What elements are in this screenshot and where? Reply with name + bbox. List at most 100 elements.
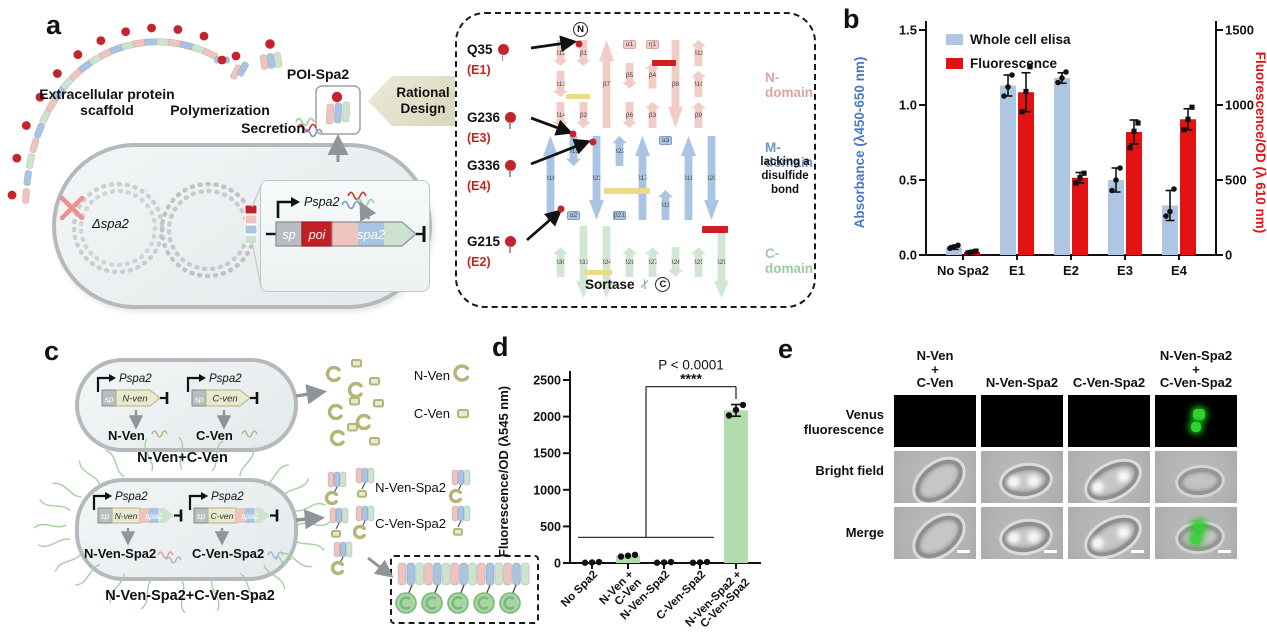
phase-spot bbox=[1029, 477, 1038, 485]
scaffold-fiber bbox=[54, 552, 83, 572]
poi-spa2-label: POI-Spa2 bbox=[286, 66, 350, 82]
poi-dot bbox=[265, 39, 275, 49]
scissors-icon: ✂ bbox=[635, 276, 654, 292]
mutation-site: Q35 bbox=[467, 42, 493, 57]
legend-n-ven: N-Ven bbox=[413, 368, 450, 383]
data-point bbox=[1081, 170, 1087, 176]
strand-column: β18 bbox=[680, 136, 697, 220]
scaffold-segment bbox=[23, 170, 33, 186]
scaffold-segment bbox=[259, 54, 269, 70]
poi-dot bbox=[147, 23, 156, 33]
poi-pin-icon bbox=[505, 160, 517, 177]
strand-column: β31 bbox=[575, 226, 592, 298]
strand-column: β12 β13 β14 bbox=[552, 40, 569, 128]
data-point bbox=[973, 248, 979, 254]
data-point bbox=[1171, 186, 1177, 192]
c-ven-icon bbox=[369, 377, 380, 386]
strand-β10: β10 bbox=[691, 71, 706, 97]
category-label: No Spa2 bbox=[937, 263, 989, 278]
elisa-fluorescence-chart: 0.0 0.5 1.0 1.5 0 500 1000 1500 Absorbance (λ450… bbox=[852, 21, 1267, 278]
y-tick-label: 500 bbox=[540, 520, 561, 534]
category-label: E4 bbox=[1171, 263, 1188, 278]
brightfield-image-1 bbox=[894, 451, 976, 503]
spa2-topology-box: β12 β13 β14 β1 β2 β7 α1 β5 β6 η1 β4 β3 β8 β11 β10 β9 N-d… bbox=[455, 12, 816, 308]
merge-image-4 bbox=[1155, 507, 1237, 559]
strand-β7: β7 bbox=[599, 40, 614, 128]
row-label-1: Venus fluorescence bbox=[803, 407, 884, 437]
scale-bar bbox=[1131, 549, 1144, 553]
cell1-label: N-Ven+C-Ven bbox=[137, 450, 228, 466]
scaffold-segment bbox=[69, 66, 84, 81]
mutation-variant: (E3) bbox=[467, 131, 491, 145]
m-domain-label: M-domain bbox=[765, 140, 814, 170]
c-ven-icon bbox=[331, 530, 341, 538]
data-point bbox=[595, 558, 603, 566]
strand-β2: β2 bbox=[576, 102, 591, 128]
scaffold-fiber bbox=[293, 503, 327, 512]
data-point bbox=[1005, 84, 1011, 90]
y-tick-label: 2500 bbox=[533, 374, 561, 388]
strand-β21: β21 bbox=[613, 211, 626, 220]
strand-β25: β25 bbox=[691, 247, 706, 277]
mutation-site: G236 bbox=[467, 110, 501, 125]
disulfide-bar bbox=[702, 226, 728, 233]
strand-column: β22 β21 bbox=[611, 136, 628, 220]
data-point bbox=[1001, 93, 1007, 99]
n-ven-icon bbox=[325, 365, 341, 383]
elisa-bar bbox=[1054, 78, 1070, 255]
fluorescence-image-4 bbox=[1155, 395, 1237, 447]
panel-e-letter: e bbox=[778, 334, 794, 364]
data-point bbox=[588, 559, 596, 566]
linker-bar bbox=[566, 94, 590, 99]
fluorescence-bar bbox=[1018, 92, 1034, 255]
n-ven-spa2-product-label: N-Ven-Spa2 bbox=[84, 546, 157, 561]
poi-dot bbox=[7, 190, 17, 200]
strand-β8: β8 bbox=[668, 40, 683, 128]
merge-image-1 bbox=[894, 507, 976, 559]
data-point bbox=[1023, 88, 1029, 95]
n-ven-spa2-icon bbox=[330, 541, 353, 576]
column-header-line: + bbox=[931, 361, 939, 377]
scaffold-segment bbox=[341, 101, 351, 123]
y-tick-label: 1000 bbox=[533, 483, 561, 497]
sortase-row: Sortase ✂ C bbox=[585, 276, 671, 292]
data-point bbox=[581, 559, 589, 566]
n-ven-icon bbox=[324, 490, 338, 506]
strand-β26: β26 bbox=[668, 247, 683, 277]
secretion-arrow bbox=[295, 509, 326, 530]
legend-n-ven-spa2: N-Ven-Spa2 bbox=[375, 480, 446, 495]
strand-β14: β14 bbox=[553, 102, 568, 128]
strand-α3: α3 bbox=[659, 136, 672, 145]
rational-design-label: Rational Design bbox=[396, 84, 450, 116]
strand-column: β23 bbox=[588, 136, 605, 220]
data-point bbox=[1131, 128, 1137, 134]
data-point bbox=[1073, 180, 1079, 186]
category-label: E2 bbox=[1063, 263, 1079, 278]
data-point bbox=[732, 406, 740, 414]
phase-spot bbox=[1009, 533, 1018, 541]
poi-pin-icon bbox=[505, 112, 517, 129]
rational-design-arrow: Rational Design bbox=[368, 76, 464, 126]
category-label: No Spa2 bbox=[559, 569, 600, 610]
fluorescence-image-1 bbox=[894, 395, 976, 447]
phase-spot bbox=[1009, 477, 1018, 485]
data-point bbox=[1027, 64, 1033, 70]
assembly-arrow bbox=[367, 556, 394, 578]
c-domain-label: C-domain bbox=[765, 246, 814, 276]
category-label: E3 bbox=[1117, 263, 1133, 278]
scaffold-segment bbox=[202, 48, 219, 60]
legend-label-fluorescence: Fluorescence bbox=[970, 56, 1058, 71]
scaffold-fiber bbox=[39, 498, 71, 512]
p-value-label: P < 0.0001 bbox=[658, 358, 723, 373]
data-point bbox=[689, 559, 697, 566]
panel-a-letter: a bbox=[46, 10, 62, 40]
scaffold-segment bbox=[179, 40, 196, 51]
scale-bar bbox=[957, 549, 970, 553]
data-point bbox=[631, 551, 639, 559]
mutation-variant: (E1) bbox=[467, 63, 491, 77]
strand-β24: β24 bbox=[599, 226, 614, 298]
strand-η1: η1 bbox=[646, 40, 659, 49]
scaffold-segment bbox=[333, 102, 343, 124]
strand-β4: β4 bbox=[645, 62, 660, 89]
poi-dot bbox=[21, 121, 31, 130]
